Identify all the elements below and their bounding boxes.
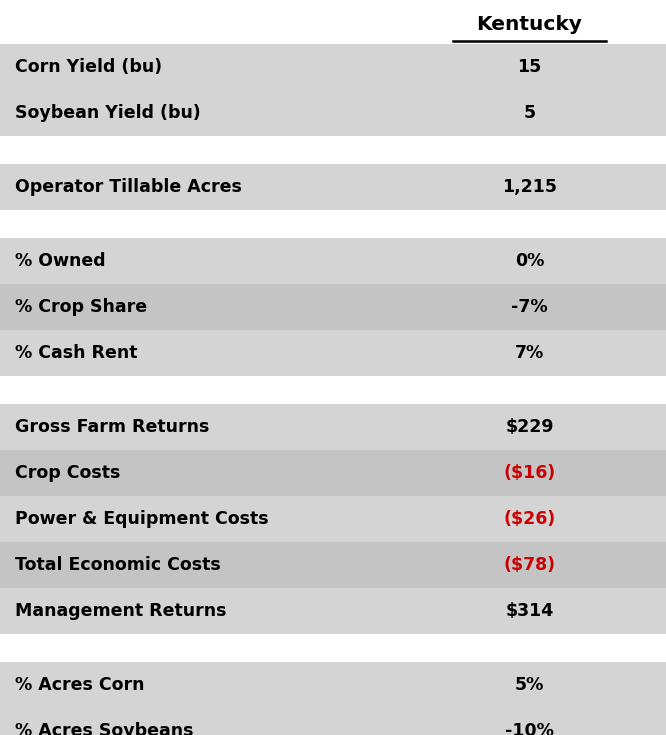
Bar <box>0 662 666 708</box>
Text: $229: $229 <box>505 418 553 436</box>
Text: -7%: -7% <box>511 298 547 316</box>
Bar <box>0 450 666 496</box>
Bar <box>0 496 666 542</box>
Bar <box>0 164 666 210</box>
Text: ($26): ($26) <box>503 510 555 528</box>
Bar <box>0 404 666 450</box>
Text: 0%: 0% <box>515 252 544 270</box>
Text: Crop Costs: Crop Costs <box>15 464 120 482</box>
Bar <box>0 284 666 330</box>
Text: % Acres Soybeans: % Acres Soybeans <box>15 722 193 735</box>
Text: % Acres Corn: % Acres Corn <box>15 676 144 694</box>
Text: $314: $314 <box>505 602 553 620</box>
Bar <box>0 90 666 136</box>
Bar <box>0 542 666 588</box>
Bar <box>0 376 666 404</box>
Text: % Crop Share: % Crop Share <box>15 298 147 316</box>
Bar <box>0 588 666 634</box>
Text: Soybean Yield (bu): Soybean Yield (bu) <box>15 104 200 122</box>
Text: ($78): ($78) <box>503 556 555 574</box>
Text: Power & Equipment Costs: Power & Equipment Costs <box>15 510 268 528</box>
Text: Kentucky: Kentucky <box>477 15 582 34</box>
Bar <box>0 4 666 44</box>
Text: % Owned: % Owned <box>15 252 105 270</box>
Bar <box>0 136 666 164</box>
Bar <box>0 210 666 238</box>
Text: % Cash Rent: % Cash Rent <box>15 344 137 362</box>
Bar <box>0 238 666 284</box>
Text: 15: 15 <box>517 58 541 76</box>
Text: Corn Yield (bu): Corn Yield (bu) <box>15 58 162 76</box>
Text: Management Returns: Management Returns <box>15 602 226 620</box>
Text: 5%: 5% <box>515 676 544 694</box>
Text: Total Economic Costs: Total Economic Costs <box>15 556 220 574</box>
Text: 1,215: 1,215 <box>502 178 557 196</box>
Text: 7%: 7% <box>515 344 544 362</box>
Bar <box>0 44 666 90</box>
Text: Operator Tillable Acres: Operator Tillable Acres <box>15 178 242 196</box>
Text: ($16): ($16) <box>503 464 555 482</box>
Text: Gross Farm Returns: Gross Farm Returns <box>15 418 209 436</box>
Text: 5: 5 <box>523 104 535 122</box>
Bar <box>0 634 666 662</box>
Bar <box>0 330 666 376</box>
Bar <box>0 708 666 735</box>
Text: -10%: -10% <box>505 722 554 735</box>
